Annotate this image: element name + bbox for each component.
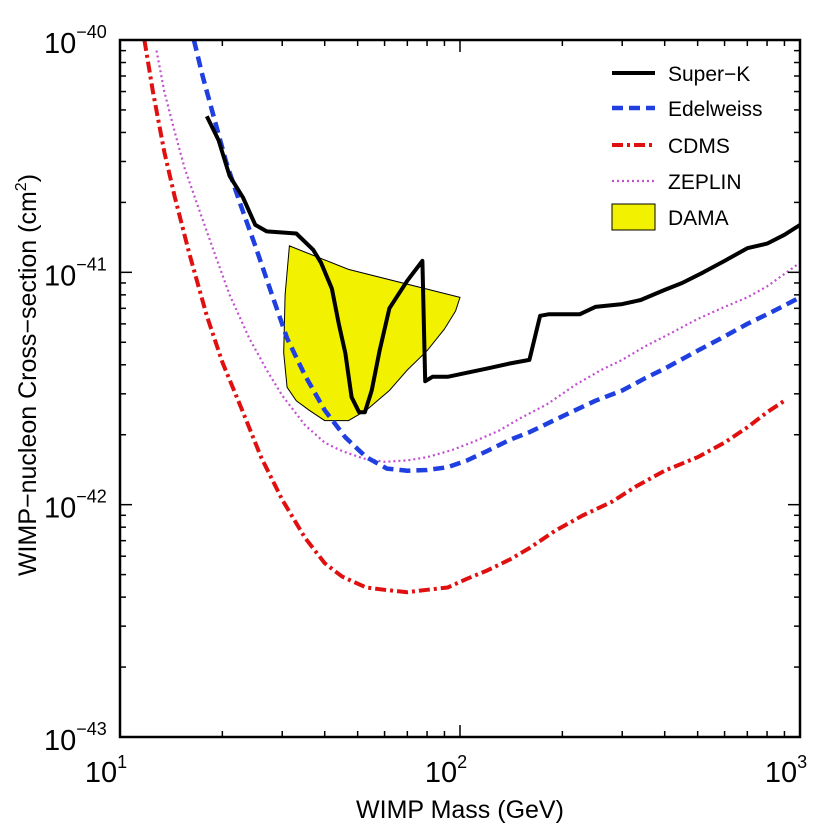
legend-label: ZEPLIN — [668, 171, 742, 194]
y-tick-label: 10−43 — [44, 719, 107, 757]
legend-swatch — [611, 203, 656, 231]
y-tick-label: 10−41 — [44, 254, 107, 292]
legend-label: Edelweiss — [668, 98, 763, 121]
y-axis-label-sup: 2 — [13, 182, 30, 191]
legend-item-edelweiss: Edelweiss — [612, 98, 763, 121]
legend-label: CDMS — [668, 135, 730, 158]
plot-area — [142, 40, 800, 595]
y-axis-label: WIMP−nucleon Cross−section (cm2) — [13, 174, 42, 576]
y-tick-label: 10−42 — [44, 487, 107, 525]
legend-item-super-k: Super−K — [612, 63, 750, 86]
axis-ticks: 101 102 103 10−43 10−42 10−41 10−40 — [44, 22, 807, 789]
legend: Super−K Edelweiss CDMS ZEPLIN DAMA — [611, 63, 763, 231]
x-tick-label: 102 — [425, 752, 467, 789]
y-axis-label-close: ) — [14, 174, 42, 182]
legend-item-cdms: CDMS — [612, 135, 730, 158]
legend-label: DAMA — [668, 207, 729, 230]
series-line-edelweiss — [191, 40, 800, 473]
series-line-cdms — [142, 40, 786, 595]
plot-layer — [142, 40, 800, 595]
series-line-super-k — [205, 115, 800, 415]
x-tick-label: 103 — [765, 752, 807, 789]
x-tick-label: 101 — [85, 752, 127, 789]
legend-label: Super−K — [668, 63, 750, 86]
legend-item-dama: DAMA — [611, 203, 729, 231]
legend-item-zeplin: ZEPLIN — [612, 171, 742, 194]
y-tick-label: 10−40 — [44, 22, 107, 60]
y-axis-label-main: WIMP−nucleon Cross−section (cm — [14, 191, 42, 576]
x-axis-label: WIMP Mass (GeV) — [356, 796, 564, 824]
